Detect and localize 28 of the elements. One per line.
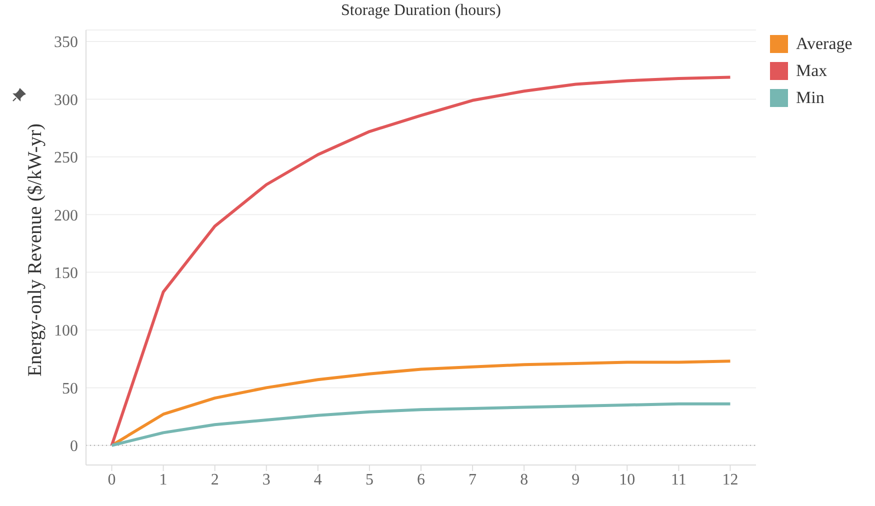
x-tick-label: 9 — [572, 471, 580, 488]
legend-label: Max — [796, 60, 828, 80]
legend-label: Min — [796, 88, 824, 108]
x-tick-label: 3 — [262, 471, 270, 488]
x-tick-label: 1 — [159, 471, 168, 488]
y-tick-label: 50 — [62, 380, 78, 398]
legend-label: Average — [796, 34, 852, 54]
y-axis-title: Energy-only Revenue ($/kW-yr) — [25, 123, 47, 377]
x-axis-title: Storage Duration (hours) — [340, 2, 502, 20]
x-tick-label: 7 — [468, 471, 477, 488]
x-tick-label: 0 — [108, 471, 116, 488]
y-tick-label: 300 — [54, 92, 78, 109]
x-tick-label: 8 — [520, 471, 528, 488]
x-tick-label: 12 — [722, 471, 738, 488]
y-tick-label: 100 — [54, 322, 78, 340]
x-tick-label: 11 — [670, 471, 686, 488]
y-tick-label: 350 — [54, 34, 78, 52]
y-tick-label: 200 — [54, 207, 78, 224]
line-series — [110, 402, 732, 447]
y-tick-label: 0 — [70, 438, 78, 456]
x-tick-label: 10 — [619, 471, 636, 488]
y-tick-label: 250 — [54, 150, 78, 167]
x-tick-label: 4 — [314, 471, 322, 488]
x-tick-label: 6 — [417, 471, 425, 488]
x-tick-label: 2 — [210, 471, 219, 488]
line-series — [110, 76, 732, 447]
x-tick-label: 5 — [365, 471, 374, 488]
y-tick-label: 150 — [54, 264, 78, 282]
